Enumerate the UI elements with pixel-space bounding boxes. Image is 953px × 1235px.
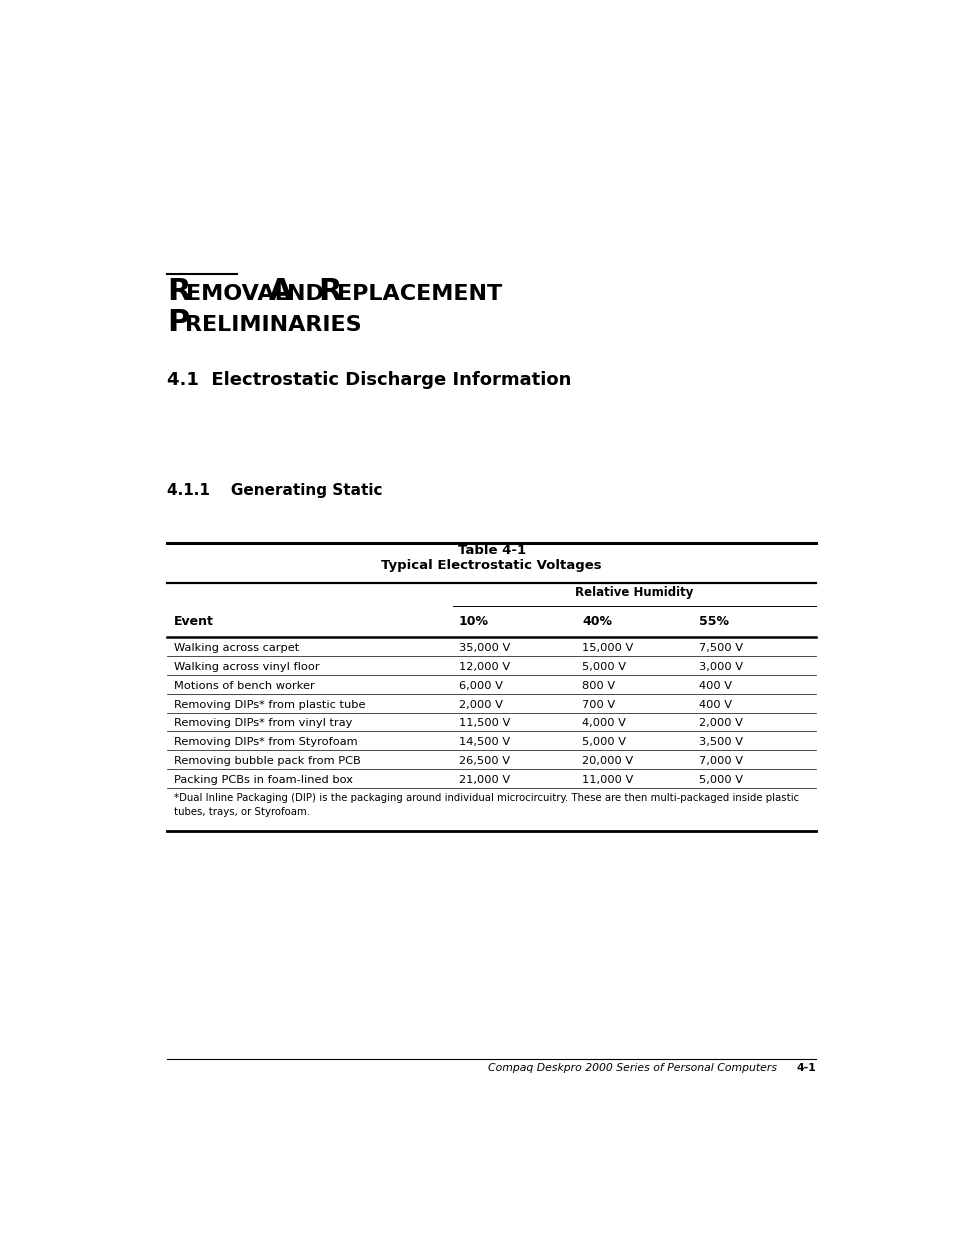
Text: 400 V: 400 V <box>699 699 731 710</box>
Text: 5,000 V: 5,000 V <box>581 737 625 747</box>
Text: 5,000 V: 5,000 V <box>699 776 742 785</box>
Text: Compaq Deskpro 2000 Series of Personal Computers: Compaq Deskpro 2000 Series of Personal C… <box>488 1062 777 1073</box>
Text: 6,000 V: 6,000 V <box>458 680 502 690</box>
Text: 7,500 V: 7,500 V <box>699 643 742 653</box>
Text: 26,500 V: 26,500 V <box>458 756 510 766</box>
Text: 800 V: 800 V <box>581 680 615 690</box>
Text: 15,000 V: 15,000 V <box>581 643 633 653</box>
Text: 11,000 V: 11,000 V <box>581 776 633 785</box>
Text: EMOVAL: EMOVAL <box>185 284 288 304</box>
Text: 7,000 V: 7,000 V <box>699 756 742 766</box>
Text: Typical Electrostatic Voltages: Typical Electrostatic Voltages <box>381 559 601 572</box>
Text: 5,000 V: 5,000 V <box>581 662 625 672</box>
Text: Packing PCBs in foam-lined box: Packing PCBs in foam-lined box <box>173 776 352 785</box>
Text: Walking across vinyl floor: Walking across vinyl floor <box>173 662 319 672</box>
Text: Table 4-1: Table 4-1 <box>457 543 525 557</box>
Text: P: P <box>167 309 190 337</box>
Text: 2,000 V: 2,000 V <box>458 699 502 710</box>
Text: 11,500 V: 11,500 V <box>458 719 510 729</box>
Text: 2,000 V: 2,000 V <box>699 719 742 729</box>
Text: 40%: 40% <box>581 615 612 627</box>
Text: Event: Event <box>173 615 213 627</box>
Text: Removing DIPs* from Styrofoam: Removing DIPs* from Styrofoam <box>173 737 356 747</box>
Text: ND: ND <box>287 284 323 304</box>
Text: Removing bubble pack from PCB: Removing bubble pack from PCB <box>173 756 360 766</box>
Text: Motions of bench worker: Motions of bench worker <box>173 680 314 690</box>
Text: 12,000 V: 12,000 V <box>458 662 510 672</box>
Text: 35,000 V: 35,000 V <box>458 643 510 653</box>
Text: Removing DIPs* from plastic tube: Removing DIPs* from plastic tube <box>173 699 365 710</box>
Text: Walking across carpet: Walking across carpet <box>173 643 298 653</box>
Text: tubes, trays, or Styrofoam.: tubes, trays, or Styrofoam. <box>173 808 309 818</box>
Text: 10%: 10% <box>458 615 488 627</box>
Text: 14,500 V: 14,500 V <box>458 737 510 747</box>
Text: 4,000 V: 4,000 V <box>581 719 625 729</box>
Text: 21,000 V: 21,000 V <box>458 776 510 785</box>
Text: R: R <box>318 277 342 306</box>
Text: EPLACEMENT: EPLACEMENT <box>336 284 501 304</box>
Text: 20,000 V: 20,000 V <box>581 756 633 766</box>
Text: 55%: 55% <box>699 615 728 627</box>
Text: 3,000 V: 3,000 V <box>699 662 742 672</box>
Text: 400 V: 400 V <box>699 680 731 690</box>
Text: 4.1.1    Generating Static: 4.1.1 Generating Static <box>167 483 382 498</box>
Text: 4-1: 4-1 <box>796 1062 815 1073</box>
Text: 4.1  Electrostatic Discharge Information: 4.1 Electrostatic Discharge Information <box>167 370 571 389</box>
Text: 700 V: 700 V <box>581 699 615 710</box>
Text: Relative Humidity: Relative Humidity <box>575 585 693 599</box>
Text: R: R <box>167 277 191 306</box>
Text: A: A <box>268 277 292 306</box>
Text: Removing DIPs* from vinyl tray: Removing DIPs* from vinyl tray <box>173 719 352 729</box>
Text: 3,500 V: 3,500 V <box>699 737 742 747</box>
Text: *Dual Inline Packaging (DIP) is the packaging around individual microcircuitry. : *Dual Inline Packaging (DIP) is the pack… <box>173 793 798 803</box>
Text: RELIMINARIES: RELIMINARIES <box>184 315 361 336</box>
